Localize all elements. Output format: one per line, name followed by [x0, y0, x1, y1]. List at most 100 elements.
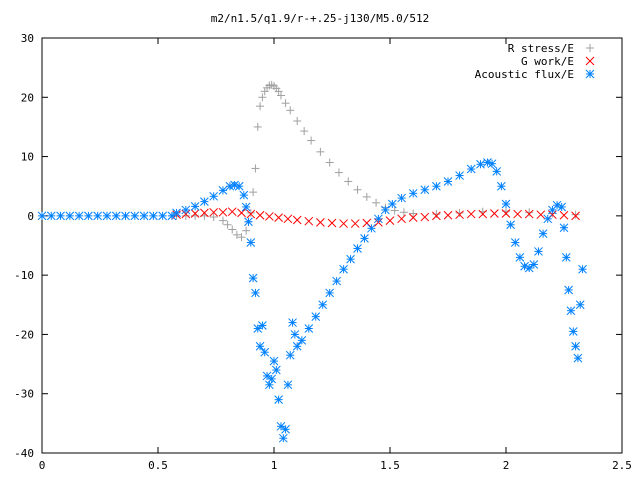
data-point: [327, 218, 337, 228]
data-point: [228, 225, 237, 234]
data-point: [443, 177, 453, 186]
data-point: [281, 99, 290, 108]
data-point: [242, 226, 251, 235]
data-point: [455, 171, 464, 180]
data-point: [524, 209, 534, 219]
data-point: [432, 211, 441, 221]
data-point: [543, 214, 553, 224]
data-point: [172, 208, 181, 218]
legend-marker: [585, 69, 595, 79]
legend-marker: [586, 44, 594, 52]
data-point: [256, 102, 265, 111]
data-point: [381, 205, 390, 215]
data-point: [218, 216, 227, 225]
data-point: [492, 167, 502, 176]
y-tick-label: 20: [21, 91, 34, 104]
data-point: [490, 209, 499, 218]
data-point: [209, 213, 218, 222]
data-point: [534, 247, 543, 256]
data-point: [181, 209, 191, 219]
data-point: [559, 223, 569, 233]
data-point: [149, 211, 158, 221]
y-tick-label: 0: [27, 210, 34, 223]
y-tick-label: -20: [14, 328, 34, 341]
data-point: [568, 327, 578, 336]
y-tick-label: 10: [21, 151, 34, 164]
data-point: [274, 87, 283, 96]
data-point: [241, 202, 251, 212]
data-point: [56, 211, 65, 221]
data-point: [255, 210, 265, 220]
data-point: [432, 210, 441, 219]
data-point: [344, 177, 353, 186]
y-tick-label: -30: [14, 388, 34, 401]
data-point: [218, 207, 228, 217]
data-point: [276, 91, 285, 100]
data-point: [274, 395, 283, 404]
axis-ticks: 0 0.5 1 1.5 2 2.5 30 20 10 0 -10 -20 -30 -40: [14, 32, 632, 472]
data-point: [274, 213, 283, 222]
data-point: [566, 306, 576, 316]
legend-marker: [585, 56, 595, 66]
data-point: [292, 341, 302, 351]
data-point: [367, 223, 376, 233]
data-point: [265, 212, 274, 221]
data-point: [325, 158, 334, 167]
data-point: [397, 214, 406, 224]
data-point: [244, 217, 253, 227]
data-point: [538, 229, 548, 238]
data-point: [478, 209, 488, 219]
data-point: [420, 185, 430, 195]
data-point: [372, 198, 381, 207]
data-point: [552, 200, 562, 210]
data-point: [515, 253, 525, 262]
data-point: [501, 209, 511, 218]
data-point: [443, 210, 453, 220]
data-point: [573, 353, 583, 363]
data-point: [316, 218, 325, 227]
data-point: [251, 288, 260, 298]
data-point: [353, 185, 362, 194]
data-point: [281, 424, 290, 434]
data-point: [408, 188, 418, 198]
data-point: [283, 380, 293, 390]
data-point: [318, 300, 328, 310]
data-point: [286, 106, 295, 115]
data-point: [269, 356, 279, 366]
data-point: [360, 234, 369, 243]
data-point: [374, 214, 383, 224]
data-point: [297, 336, 307, 345]
data-point: [466, 164, 476, 174]
data-point: [525, 208, 534, 217]
data-point: [332, 276, 341, 286]
data-point: [260, 347, 270, 357]
data-point: [130, 211, 140, 221]
data-point: [487, 159, 497, 169]
data-point: [300, 127, 309, 136]
data-point: [232, 230, 241, 239]
data-point: [561, 253, 571, 262]
legend-label: R stress/E: [508, 42, 574, 55]
series-2: [37, 158, 587, 443]
x-tick-label: 0: [39, 459, 46, 472]
y-tick-label: 30: [21, 32, 34, 45]
data-point: [387, 199, 397, 209]
data-point: [200, 197, 209, 206]
data-point: [346, 254, 355, 264]
data-point: [285, 350, 295, 360]
data-point: [288, 318, 297, 327]
data-point: [237, 233, 246, 242]
series-layer: [37, 80, 587, 443]
data-point: [292, 215, 302, 225]
legend-label: Acoustic flux/E: [475, 68, 574, 81]
data-point: [390, 206, 399, 215]
data-point: [227, 207, 237, 217]
data-point: [278, 433, 288, 443]
data-point: [524, 263, 534, 273]
data-point: [267, 374, 277, 384]
data-point: [290, 330, 300, 339]
data-point: [111, 211, 121, 221]
data-point: [311, 312, 321, 321]
data-point: [74, 211, 84, 221]
